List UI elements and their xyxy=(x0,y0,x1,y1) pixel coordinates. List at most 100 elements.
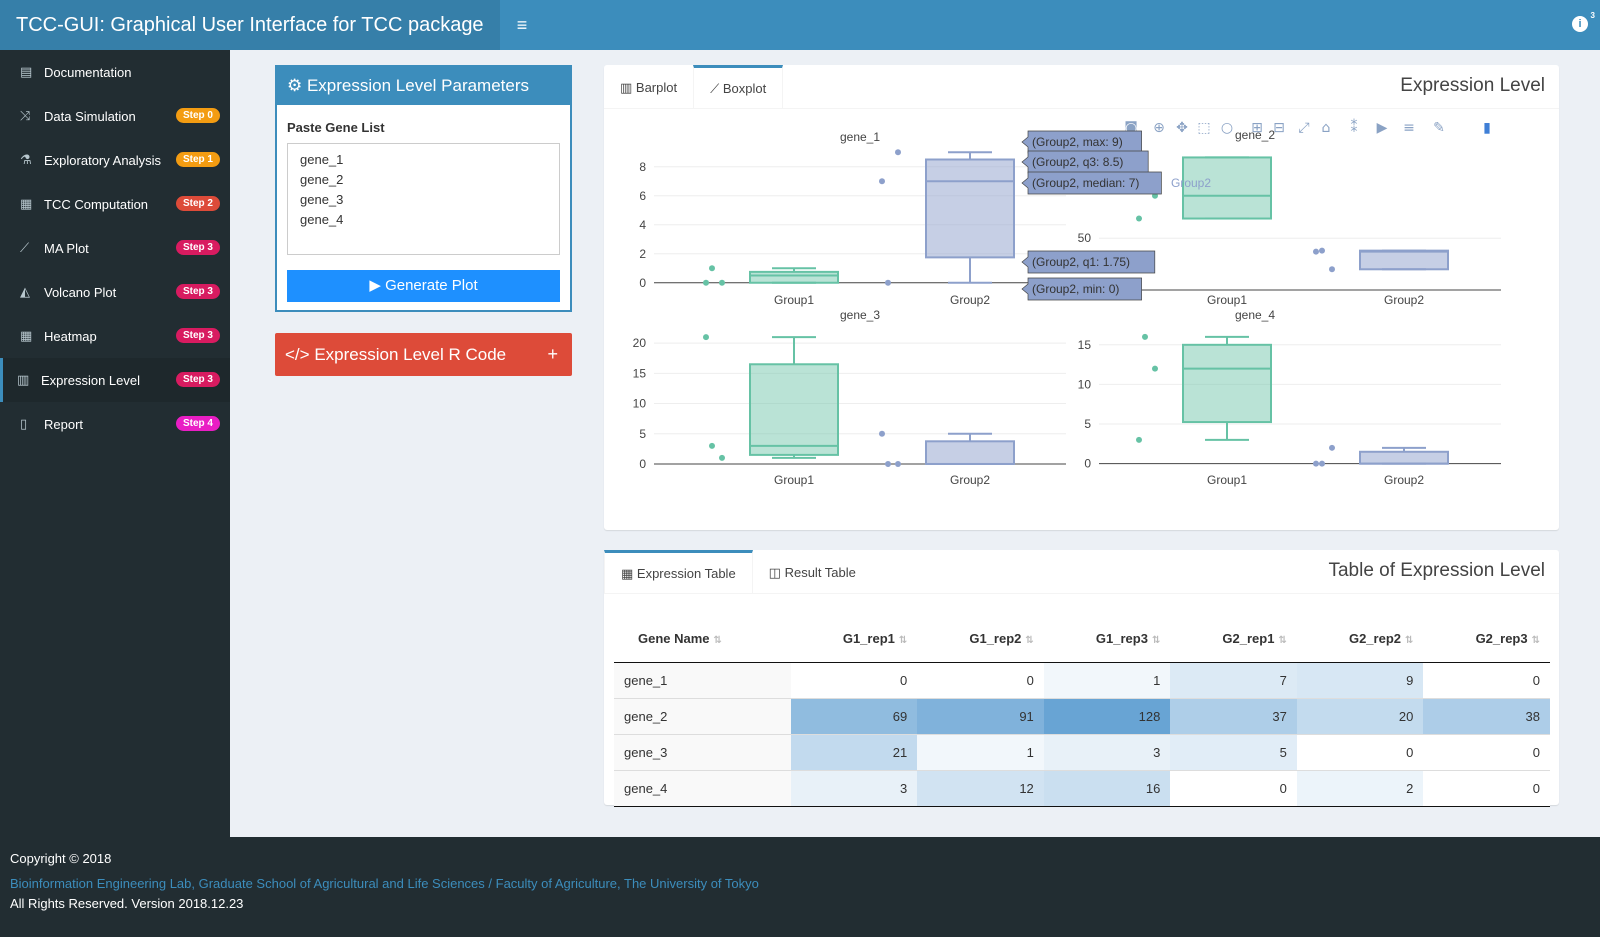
data-point[interactable] xyxy=(703,334,709,341)
hover-compare-icon[interactable]: ≡ xyxy=(1403,120,1415,136)
sidebar: ▤ Documentation ⤨ Data Simulation Step 0 ⚗ Exp… xyxy=(0,50,230,837)
chart-title: gene_3 xyxy=(840,308,880,322)
sidebar-item-documentation[interactable]: ▤ Documentation xyxy=(0,50,230,94)
box-group1[interactable] xyxy=(749,363,839,456)
table-row[interactable]: gene_1 0 0 1 7 9 0 xyxy=(614,661,1550,698)
column-header[interactable]: Gene Name ⇅ xyxy=(614,616,791,663)
gene-name-cell: gene_4 xyxy=(614,769,791,807)
box-select-icon[interactable]: ⬚ xyxy=(1197,120,1210,136)
tab-result-table[interactable]: ◫ Result Table xyxy=(753,550,872,593)
lab-link[interactable]: Bioinformation Engineering Lab, Graduate… xyxy=(10,876,759,891)
edit-icon[interactable]: ✎ xyxy=(1433,120,1445,136)
step-badge: Step 3 xyxy=(175,328,220,343)
expand-icon[interactable]: + xyxy=(547,344,558,364)
data-point[interactable] xyxy=(885,460,891,467)
chart-title: gene_1 xyxy=(840,130,880,144)
data-point[interactable] xyxy=(1319,247,1325,254)
tab-barplot[interactable]: ▥ Barplot xyxy=(604,65,693,108)
footer: Copyright © 2018 Bioinformation Engineer… xyxy=(0,837,1600,937)
column-header[interactable]: G1_rep3 ⇅ xyxy=(1043,616,1171,663)
app-title[interactable]: TCC-GUI: Graphical User Interface for TC… xyxy=(0,0,500,50)
zoom-in-icon[interactable]: ⊞ xyxy=(1251,120,1263,136)
top-navbar: TCC-GUI: Graphical User Interface for TC… xyxy=(0,0,1600,50)
data-point[interactable] xyxy=(1136,436,1142,443)
step-badge: Step 3 xyxy=(175,284,220,299)
sidebar-item-data-simulation[interactable]: ⤨ Data Simulation Step 0 xyxy=(0,94,230,138)
data-point[interactable] xyxy=(719,454,725,461)
box-group2[interactable] xyxy=(1359,249,1449,271)
data-point[interactable] xyxy=(895,460,901,467)
y-tick-label: 20 xyxy=(633,336,647,350)
box-group1[interactable] xyxy=(1182,156,1272,220)
zoom-out-icon[interactable]: ⊟ xyxy=(1273,120,1285,136)
expression-cell: 5 xyxy=(1170,733,1297,770)
sort-icon[interactable]: ⇅ xyxy=(898,635,908,647)
sidebar-item-label: Heatmap xyxy=(44,328,97,344)
column-header[interactable]: G1_rep1 ⇅ xyxy=(790,616,918,663)
box-group2[interactable] xyxy=(925,158,1015,259)
expression-table: Gene Name ⇅ G1_rep1 ⇅ G1_rep2 ⇅ G1_rep3 ⇅ G2_rep… xyxy=(614,616,1550,807)
columns-icon: ◫ xyxy=(768,565,785,580)
box-group2[interactable] xyxy=(1359,450,1449,465)
column-header[interactable]: G2_rep3 ⇅ xyxy=(1423,616,1550,663)
table-row[interactable]: gene_4 3 12 16 0 2 0 xyxy=(614,769,1550,807)
data-point[interactable] xyxy=(1313,460,1319,467)
sidebar-toggle-icon[interactable]: ≡ xyxy=(516,15,528,35)
sidebar-item-ma-plot[interactable]: ⟋ MA Plot Step 3 xyxy=(0,226,230,270)
hover-tooltip: (Group2, q1: 1.75) xyxy=(1021,250,1156,274)
data-point[interactable] xyxy=(719,279,725,286)
data-point[interactable] xyxy=(1329,444,1335,451)
sidebar-item-tcc-computation[interactable]: ▦ TCC Computation Step 2 xyxy=(0,182,230,226)
box-group1[interactable] xyxy=(749,270,839,284)
box-group1[interactable] xyxy=(1182,343,1272,424)
sidebar-item-expression-level[interactable]: ▥ Expression Level Step 3 xyxy=(0,358,230,402)
sort-icon[interactable]: ⇅ xyxy=(1405,635,1414,647)
sidebar-item-report[interactable]: ▯ Report Step 4 xyxy=(0,402,230,446)
spike-lines-icon[interactable]: ⁑ xyxy=(1351,118,1358,136)
sort-icon[interactable]: ⇅ xyxy=(1025,635,1034,647)
data-point[interactable] xyxy=(1319,460,1325,467)
lasso-icon[interactable]: ○ xyxy=(1221,120,1233,136)
data-point[interactable] xyxy=(1329,266,1335,273)
box-group2[interactable] xyxy=(925,440,1015,465)
sort-icon[interactable]: ⇅ xyxy=(1151,635,1161,647)
autoscale-icon[interactable]: ⤢ xyxy=(1298,120,1309,136)
data-point[interactable] xyxy=(703,279,709,286)
reset-axes-icon[interactable]: ⌂ xyxy=(1322,120,1331,136)
sort-icon[interactable]: ⇅ xyxy=(1278,635,1287,647)
data-point[interactable] xyxy=(895,149,901,156)
data-point[interactable] xyxy=(1136,215,1142,222)
sidebar-item-heatmap[interactable]: ▦ Heatmap Step 3 xyxy=(0,314,230,358)
data-point[interactable] xyxy=(885,279,891,286)
table-header-row: Gene Name ⇅ G1_rep1 ⇅ G1_rep2 ⇅ G1_rep3 ⇅ G2_rep… xyxy=(614,616,1550,663)
r-code-box-header[interactable]: </> Expression Level R Code + xyxy=(275,333,572,376)
zoom-icon[interactable]: ⊕ xyxy=(1153,120,1165,136)
data-point[interactable] xyxy=(1313,248,1319,255)
data-point[interactable] xyxy=(879,178,885,185)
data-point[interactable] xyxy=(709,265,715,272)
data-point[interactable] xyxy=(1152,365,1158,372)
data-point[interactable] xyxy=(879,430,885,437)
column-header[interactable]: G2_rep2 ⇅ xyxy=(1296,616,1424,663)
sort-icon[interactable]: ⇅ xyxy=(713,635,722,647)
sidebar-item-volcano-plot[interactable]: ◭ Volcano Plot Step 3 xyxy=(0,270,230,314)
plotly-logo-icon[interactable]: ▮ xyxy=(1483,120,1491,136)
column-header[interactable]: G2_rep1 ⇅ xyxy=(1170,616,1297,663)
table-row[interactable]: gene_3 21 1 3 5 0 0 xyxy=(614,733,1550,770)
data-point[interactable] xyxy=(1142,333,1148,340)
hover-closest-icon[interactable]: ▶ xyxy=(1377,120,1388,136)
sort-icon[interactable]: ⇅ xyxy=(1531,635,1540,647)
data-point[interactable] xyxy=(709,442,715,449)
tab-boxplot[interactable]: ⟋ Boxplot xyxy=(693,65,784,108)
gene-list-textarea[interactable]: gene_1 gene_2 gene_3 gene_4 xyxy=(287,143,560,255)
pan-icon[interactable]: ✥ xyxy=(1176,120,1188,136)
x-tick-label: Group1 xyxy=(774,293,814,307)
sidebar-item-exploratory-analysis[interactable]: ⚗ Exploratory Analysis Step 1 xyxy=(0,138,230,182)
generate-plot-button[interactable]: ▶ Generate Plot xyxy=(287,270,560,302)
tab-expression-table[interactable]: ▦ Expression Table xyxy=(604,550,753,593)
column-header[interactable]: G1_rep2 ⇅ xyxy=(917,616,1044,663)
column-header-label: G1_rep1 xyxy=(842,631,895,647)
table-row[interactable]: gene_2 69 91 128 37 20 38 xyxy=(614,697,1550,734)
